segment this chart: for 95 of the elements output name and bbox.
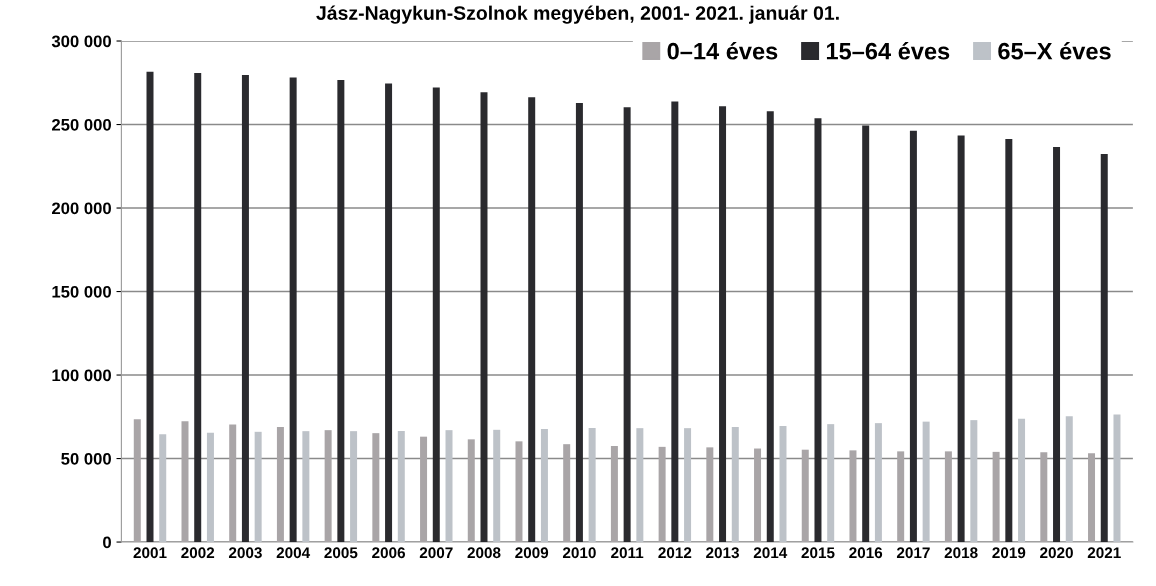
bar [610, 446, 618, 543]
bar [1040, 452, 1048, 543]
bar [1053, 146, 1061, 543]
bar [731, 426, 739, 543]
bar [385, 83, 393, 543]
bar [289, 77, 297, 543]
bar [420, 436, 428, 543]
bar [671, 101, 679, 543]
x-tick-label: 2004 [276, 547, 311, 559]
x-tick-label: 2014 [753, 547, 788, 559]
bar [575, 102, 583, 543]
legend-label: 0–14 éves [667, 42, 778, 60]
bar [133, 419, 141, 543]
bar [432, 87, 440, 543]
x-tick-label: 2002 [181, 547, 215, 559]
bar [684, 428, 692, 543]
bar [588, 427, 596, 543]
bar [754, 448, 762, 543]
bar [146, 71, 154, 543]
x-tick-label: 2012 [658, 547, 692, 559]
bar [779, 425, 787, 543]
x-tick-label: 2007 [419, 547, 453, 559]
x-tick-label: 2001 [133, 547, 167, 559]
bar [944, 451, 952, 543]
bar [276, 426, 284, 543]
bar [254, 431, 262, 543]
bar [1088, 453, 1096, 543]
bar [241, 75, 249, 543]
bar [528, 97, 536, 543]
bar [397, 430, 405, 543]
x-tick-label: 2009 [515, 547, 549, 559]
x-tick-label: 2019 [992, 547, 1026, 559]
x-tick-label: 2003 [228, 547, 262, 559]
bar [1100, 153, 1108, 543]
y-tick-label: 0 [103, 536, 111, 549]
bar [909, 130, 917, 543]
bar [467, 439, 475, 543]
bar [801, 449, 809, 543]
x-tick-label: 2011 [611, 547, 644, 559]
bar [874, 423, 882, 543]
bar [1018, 418, 1026, 543]
x-tick-label: 2006 [372, 547, 406, 559]
chart-title: Jász-Nagykun-Szolnok megyében, 2001- 2021. január 01. [316, 5, 839, 24]
bar [229, 424, 237, 543]
y-tick-label: 200 000 [52, 202, 111, 215]
bar [194, 72, 202, 543]
bar [1005, 139, 1013, 543]
bar [206, 432, 214, 543]
bar [814, 118, 822, 543]
bar [302, 431, 310, 543]
bar [493, 429, 501, 543]
bar [159, 434, 167, 543]
bar [181, 421, 189, 543]
bar [862, 125, 870, 543]
bar [623, 107, 631, 543]
bar [540, 428, 548, 543]
bar [719, 106, 727, 543]
x-tick-label: 2013 [706, 547, 739, 559]
bar [350, 431, 358, 543]
y-tick-label: 100 000 [52, 369, 111, 382]
x-tick-label: 2008 [467, 547, 501, 559]
bar [337, 80, 345, 543]
x-tick-label: 2015 [801, 547, 835, 559]
y-tick-label: 50 000 [61, 452, 111, 465]
y-tick-label: 150 000 [52, 285, 111, 298]
x-tick-label: 2016 [849, 547, 883, 559]
x-tick-label: 2005 [324, 547, 358, 559]
bar [636, 428, 644, 543]
y-tick-label: 300 000 [51, 35, 111, 48]
bar [324, 430, 332, 543]
bar [992, 451, 1000, 543]
bar [897, 451, 905, 543]
bar [766, 111, 774, 543]
bar [827, 424, 835, 543]
legend-label: 65–X éves [998, 42, 1111, 60]
bar [922, 421, 930, 543]
bar [970, 420, 978, 543]
bar [706, 447, 714, 543]
y-tick-label: 250 000 [52, 118, 111, 131]
bar [445, 430, 453, 543]
x-tick-label: 2018 [944, 547, 978, 559]
bar [1065, 416, 1073, 543]
bar [480, 92, 488, 543]
x-tick-label: 2017 [896, 547, 930, 559]
bar [515, 441, 523, 543]
bar [563, 444, 571, 543]
bar [849, 450, 857, 543]
bar [957, 135, 965, 543]
x-tick-label: 2021 [1087, 547, 1121, 559]
x-tick-label: 2010 [562, 547, 596, 559]
bar [658, 446, 666, 543]
legend-label: 15–64 éves [826, 42, 950, 60]
bar [1113, 414, 1121, 543]
x-tick-label: 2020 [1040, 547, 1073, 559]
bar [372, 433, 380, 543]
